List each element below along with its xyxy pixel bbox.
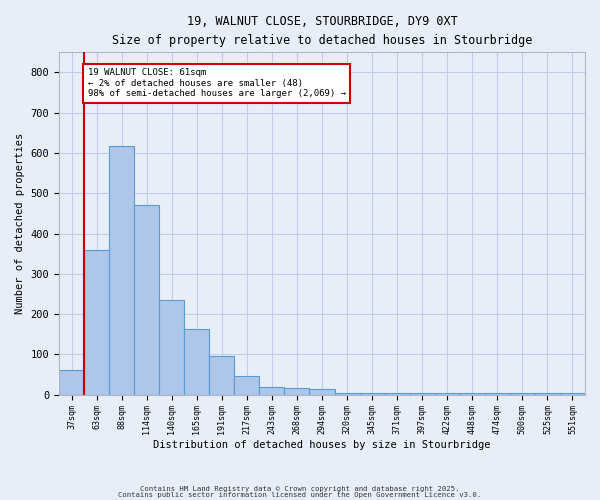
X-axis label: Distribution of detached houses by size in Stourbridge: Distribution of detached houses by size … bbox=[153, 440, 491, 450]
Bar bbox=[84, 250, 109, 394]
Bar bbox=[510, 392, 535, 394]
Bar bbox=[385, 392, 410, 394]
Bar bbox=[134, 204, 159, 394]
Bar bbox=[460, 392, 485, 394]
Bar bbox=[410, 392, 435, 394]
Bar bbox=[485, 392, 510, 394]
Bar bbox=[560, 392, 585, 394]
Bar bbox=[184, 329, 209, 394]
Bar bbox=[159, 300, 184, 394]
Bar bbox=[59, 370, 84, 394]
Bar bbox=[109, 146, 134, 394]
Bar bbox=[259, 386, 284, 394]
Text: 19 WALNUT CLOSE: 61sqm
← 2% of detached houses are smaller (48)
98% of semi-deta: 19 WALNUT CLOSE: 61sqm ← 2% of detached … bbox=[88, 68, 346, 98]
Bar bbox=[435, 392, 460, 394]
Bar bbox=[209, 356, 235, 395]
Bar bbox=[284, 388, 310, 394]
Bar bbox=[535, 392, 560, 394]
Title: 19, WALNUT CLOSE, STOURBRIDGE, DY9 0XT
Size of property relative to detached hou: 19, WALNUT CLOSE, STOURBRIDGE, DY9 0XT S… bbox=[112, 15, 532, 47]
Bar bbox=[335, 392, 359, 394]
Y-axis label: Number of detached properties: Number of detached properties bbox=[15, 133, 25, 314]
Bar bbox=[235, 376, 259, 394]
Bar bbox=[359, 392, 385, 394]
Text: Contains HM Land Registry data © Crown copyright and database right 2025.
Contai: Contains HM Land Registry data © Crown c… bbox=[118, 486, 482, 498]
Bar bbox=[310, 390, 335, 394]
